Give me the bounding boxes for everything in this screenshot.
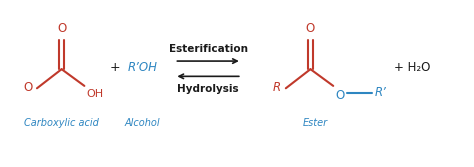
- Text: O: O: [306, 22, 315, 35]
- Text: Ester: Ester: [302, 118, 328, 128]
- Text: O: O: [57, 22, 66, 35]
- Text: + H₂O: + H₂O: [394, 61, 430, 74]
- Text: R’: R’: [375, 86, 387, 99]
- Text: Alcohol: Alcohol: [124, 118, 160, 128]
- Text: Carboxylic acid: Carboxylic acid: [24, 118, 99, 128]
- Text: Hydrolysis: Hydrolysis: [177, 84, 239, 94]
- Text: R’OH: R’OH: [127, 61, 157, 74]
- Text: O: O: [23, 81, 32, 94]
- Text: Esterification: Esterification: [169, 44, 247, 54]
- Text: R: R: [273, 81, 281, 94]
- Text: +: +: [109, 61, 120, 74]
- Text: O: O: [335, 89, 345, 102]
- Text: OH: OH: [86, 89, 103, 99]
